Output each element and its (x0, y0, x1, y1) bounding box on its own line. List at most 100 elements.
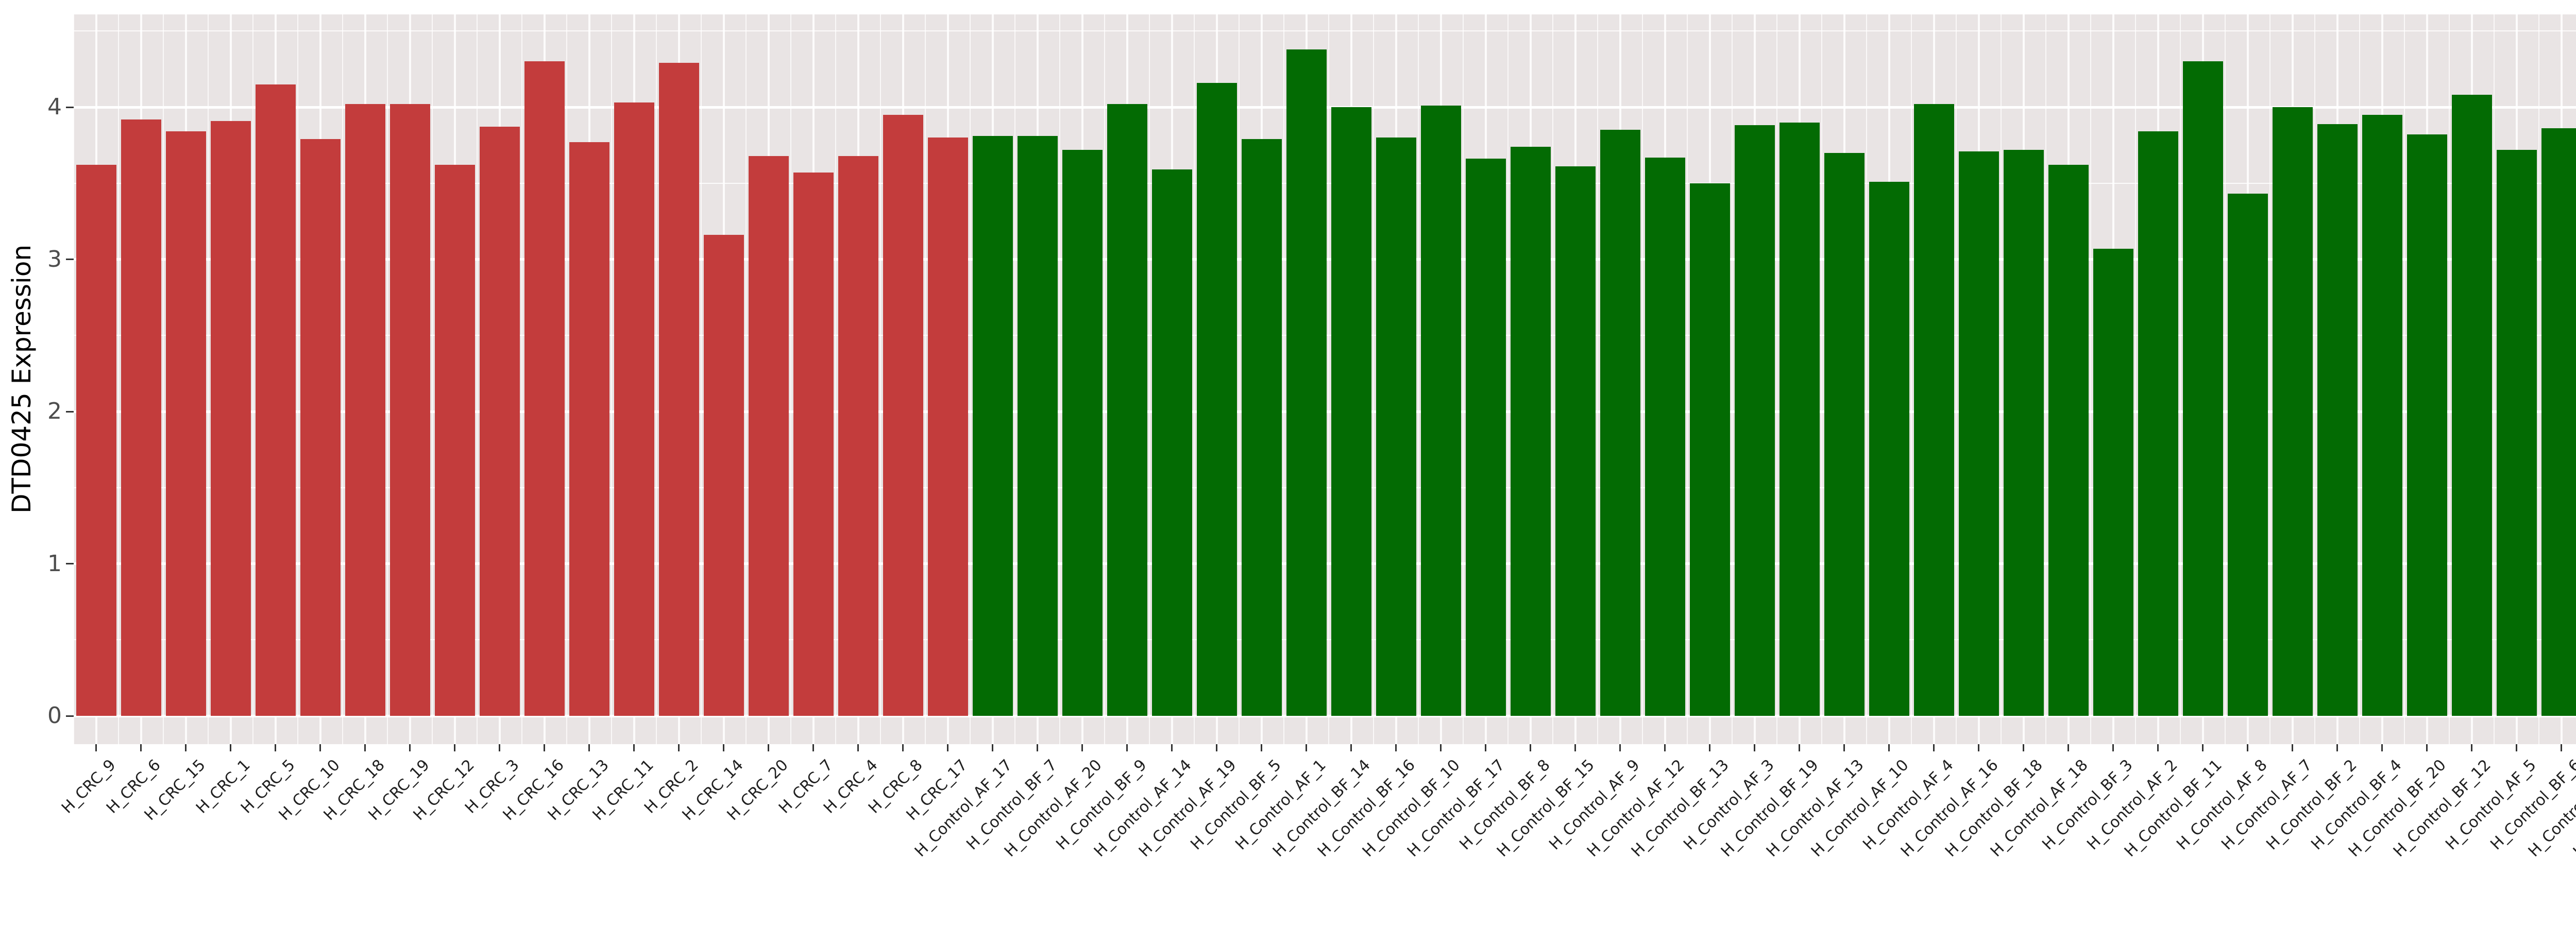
bar-H_Control_BF_9 (1107, 104, 1147, 716)
y-tick-mark (66, 715, 74, 717)
x-tick-mark (275, 744, 276, 751)
x-tick-mark (2292, 744, 2293, 751)
bar-H_Control_AF_9 (1600, 130, 1640, 716)
bar-H_Control_BF_11 (2182, 61, 2223, 716)
x-tick-mark (1799, 744, 1800, 751)
grid-minor-vertical (521, 14, 522, 744)
x-tick-mark (678, 744, 680, 751)
y-tick-label: 2 (47, 398, 62, 424)
grid-minor-vertical (1328, 14, 1329, 744)
bar-H_Control_AF_14 (1151, 169, 1192, 716)
x-tick-mark (2471, 744, 2472, 751)
bar-H_Control_BF_2 (2317, 124, 2358, 716)
x-tick-mark (723, 744, 724, 751)
grid-minor-vertical (1149, 14, 1150, 744)
x-tick-mark (1933, 744, 1935, 751)
grid-minor-vertical (1642, 14, 1643, 744)
grid-minor-vertical (1418, 14, 1419, 744)
bar-H_Control_BF_17 (1465, 159, 1506, 716)
grid-minor-vertical (2359, 14, 2360, 744)
x-tick-mark (1888, 744, 1890, 751)
x-tick-mark (1843, 744, 1845, 751)
x-tick-mark (857, 744, 859, 751)
grid-minor-vertical (656, 14, 657, 744)
bar-H_Control_AF_1 (1286, 49, 1327, 716)
x-tick-mark (1037, 744, 1038, 751)
x-tick-mark (454, 744, 455, 751)
bar-H_CRC_5 (255, 84, 296, 716)
x-tick-mark (1754, 744, 1755, 751)
grid-minor-vertical (1911, 14, 1912, 744)
bar-H_Control_BF_4 (2362, 114, 2402, 716)
grid-minor-vertical (2494, 14, 2495, 744)
grid-minor-vertical (835, 14, 836, 744)
grid-minor-vertical (1821, 14, 1822, 744)
grid-minor-vertical (1104, 14, 1105, 744)
x-tick-mark (1978, 744, 1979, 751)
bar-H_Control_AF_17 (972, 136, 1013, 716)
bar-H_CRC_7 (793, 173, 834, 716)
grid-minor-vertical (297, 14, 298, 744)
bar-H_Control_BF_6 (2541, 128, 2576, 716)
x-tick-mark (1216, 744, 1217, 751)
grid-minor-vertical (1956, 14, 1957, 744)
grid-minor-vertical (880, 14, 881, 744)
y-tick-label: 0 (47, 702, 62, 729)
grid-minor-vertical (1239, 14, 1240, 744)
x-tick-mark (992, 744, 993, 751)
x-tick-mark (95, 744, 97, 751)
grid-minor-vertical (2538, 14, 2539, 744)
x-tick-mark (499, 744, 500, 751)
grid-minor-vertical (1059, 14, 1060, 744)
x-tick-mark (902, 744, 904, 751)
bar-H_Control_BF_7 (1017, 136, 1058, 716)
grid-minor-vertical (1283, 14, 1284, 744)
bar-H_Control_AF_7 (2272, 107, 2313, 716)
x-tick-mark (2202, 744, 2204, 751)
grid-minor-vertical (701, 14, 702, 744)
x-tick-mark (2516, 744, 2517, 751)
bar-H_CRC_10 (300, 139, 341, 716)
x-tick-mark (1395, 744, 1397, 751)
bar-H_CRC_14 (703, 235, 744, 716)
grid-minor-vertical (1194, 14, 1195, 744)
x-tick-mark (768, 744, 769, 751)
x-tick-mark (2112, 744, 2114, 751)
grid-minor-vertical (2001, 14, 2002, 744)
bar-H_CRC_12 (434, 165, 475, 716)
bar-H_Control_AF_10 (1869, 181, 1909, 716)
y-tick-mark (66, 259, 74, 260)
bar-H_Control_BF_13 (1689, 183, 1730, 716)
bar-H_Control_BF_14 (1331, 107, 1371, 716)
grid-minor-vertical (2180, 14, 2181, 744)
bar-H_Control_BF_20 (2406, 134, 2447, 716)
grid-minor-vertical (1373, 14, 1374, 744)
x-tick-mark (544, 744, 545, 751)
bar-H_Control_BF_18 (2003, 149, 2044, 716)
y-axis-title: DTD0425 Expression (7, 244, 37, 514)
x-tick-mark (1126, 744, 1128, 751)
x-tick-mark (1485, 744, 1486, 751)
bar-H_CRC_9 (76, 165, 116, 716)
bar-H_Control_BF_5 (1241, 139, 1282, 716)
x-tick-mark (2247, 744, 2248, 751)
bar-H_CRC_16 (524, 61, 565, 716)
x-tick-mark (1619, 744, 1621, 751)
bar-H_Control_AF_13 (1824, 152, 1865, 716)
bar-H_Control_BF_8 (1510, 146, 1551, 716)
bar-H_Control_BF_19 (1779, 122, 1820, 716)
grid-minor-vertical (790, 14, 791, 744)
x-tick-mark (1261, 744, 1262, 751)
grid-minor-vertical (1732, 14, 1733, 744)
bar-H_CRC_15 (165, 131, 206, 716)
x-tick-mark (1171, 744, 1173, 751)
grid-minor-vertical (2449, 14, 2450, 744)
x-tick-mark (2067, 744, 2069, 751)
x-tick-mark (2561, 744, 2562, 751)
bar-H_CRC_3 (479, 127, 520, 716)
x-tick-mark (2023, 744, 2024, 751)
bar-H_Control_AF_4 (1913, 104, 1954, 716)
bar-H_Control_AF_19 (1196, 82, 1237, 716)
grid-minor-vertical (163, 14, 164, 744)
